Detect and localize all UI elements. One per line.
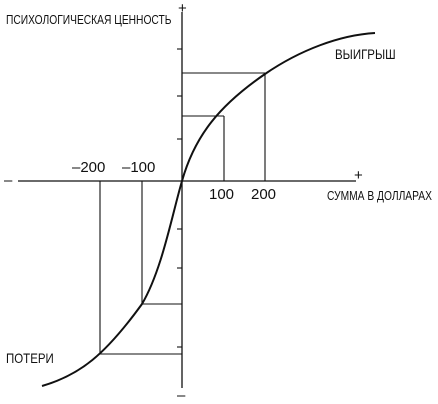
reference-lines-minus-100 — [141, 181, 182, 305]
value-function-curve — [41, 32, 376, 387]
tick-label-minus-100: –100 — [122, 159, 156, 176]
gains-label: ВЫИГРЫШ — [335, 46, 396, 62]
y-axis-title: ПСИХОЛОГИЧЕСКАЯ ЦЕННОСТЬ — [6, 13, 172, 27]
reference-lines-minus-200 — [99, 181, 182, 355]
y-axis-ticks — [177, 48, 182, 348]
tick-label-plus-100: 100 — [209, 186, 235, 203]
x-axis-plus-sign: + — [354, 167, 363, 184]
x-axis-title: СУММА В ДОЛЛАРАХ — [327, 189, 432, 203]
y-axis-plus-sign: + — [178, 0, 187, 17]
reference-lines-plus-100 — [182, 115, 225, 181]
x-axis-minus-sign: – — [4, 172, 13, 189]
losses-label: ПОТЕРИ — [6, 350, 54, 366]
reference-lines-plus-200 — [182, 72, 266, 181]
y-axis-minus-sign: – — [177, 387, 186, 404]
tick-label-plus-200: 200 — [251, 186, 277, 203]
tick-label-minus-200: –200 — [72, 159, 106, 176]
